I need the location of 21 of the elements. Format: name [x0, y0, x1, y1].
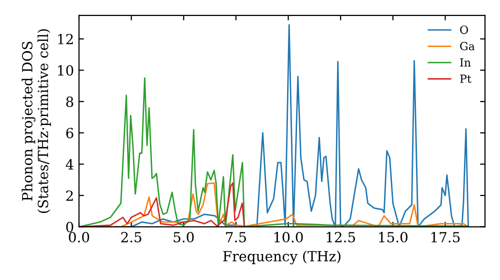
x-tick-label: 5.0 [174, 232, 194, 242]
x-tick-label: 15.0 [379, 232, 408, 242]
x-tick-label: 17.5 [431, 232, 460, 242]
x-tick-label: 7.5 [226, 232, 246, 242]
x-tick-label: 0.0 [68, 232, 90, 242]
x-axis-title: Frequency (THz) [223, 250, 340, 264]
y-axis-title: Phonon projected DOS (States/THz·primitive cell) [22, 29, 51, 213]
legend-label: O [460, 26, 468, 34]
x-tick-label: 10.0 [274, 232, 303, 242]
y-tick-label: 12 [58, 34, 73, 44]
y-tick-label: 8 [66, 96, 74, 107]
x-tick-label: 12.5 [326, 232, 355, 242]
legend-label: In [460, 58, 471, 66]
x-tick-label: 2.5 [121, 232, 142, 242]
y-tick-label: 10 [58, 65, 74, 76]
y-tick-label: 4 [66, 159, 74, 170]
y-tick-label: 2 [66, 190, 73, 201]
legend-label: Pt [460, 74, 472, 83]
legend-label: Ga [460, 42, 475, 50]
y-tick-label: 6 [66, 128, 74, 138]
y-tick-label: 0 [66, 222, 74, 232]
